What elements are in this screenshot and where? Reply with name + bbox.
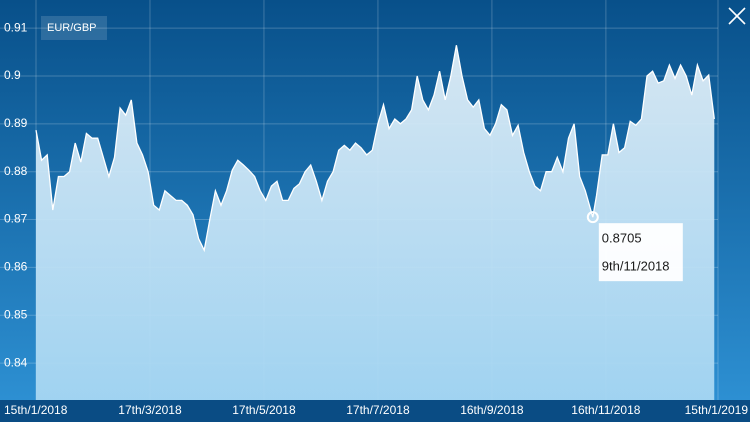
x-tick-label: 17th/5/2018: [232, 403, 296, 417]
y-tick-label: 0.87: [4, 212, 28, 226]
x-tick-label: 17th/3/2018: [118, 403, 182, 417]
x-axis-band: [0, 400, 750, 422]
line: [35, 45, 715, 253]
tooltip: 0.8705 9th/11/2018: [598, 223, 683, 282]
legend: EUR/GBP: [41, 16, 107, 40]
y-tick-label: 0.86: [4, 260, 28, 274]
area: [36, 45, 715, 401]
legend-label: EUR/GBP: [47, 22, 97, 34]
x-tick-label: 16th/9/2018: [460, 403, 524, 417]
close-icon: [728, 7, 746, 25]
y-tick-label: 0.88: [4, 164, 28, 178]
y-tick-label: 0.84: [4, 355, 28, 369]
close-button[interactable]: [728, 7, 746, 25]
tooltip-box: [598, 223, 683, 282]
y-tick-label: 0.9: [4, 68, 21, 82]
tooltip-value: 0.8705: [602, 231, 642, 246]
x-tick-label: 17th/7/2018: [346, 403, 410, 417]
y-tick-label: 0.89: [4, 116, 28, 130]
tooltip-date: 9th/11/2018: [602, 259, 670, 274]
x-tick-label: 15th/1/2019: [685, 403, 749, 417]
legend-box: [41, 16, 107, 40]
y-tick-label: 0.85: [4, 307, 28, 321]
x-tick-label: 16th/11/2018: [571, 403, 641, 417]
tooltip-marker: [586, 211, 599, 224]
x-tick-label: 15th/1/2018: [4, 403, 68, 417]
y-tick-label: 0.91: [4, 20, 28, 34]
